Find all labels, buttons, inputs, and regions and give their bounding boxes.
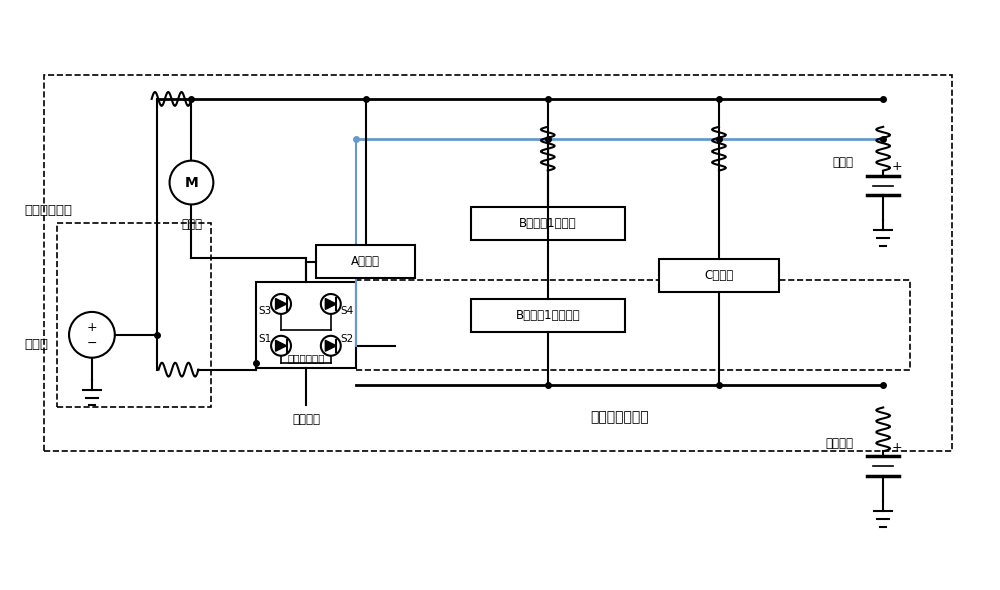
Text: −: − [87, 337, 97, 350]
Bar [356, 280, 910, 370]
Text: 起动机: 起动机 [181, 218, 202, 231]
Polygon shape [325, 340, 336, 351]
Bar [256, 282, 356, 368]
Text: B类负载1（兆余）: B类负载1（兆余） [515, 309, 580, 322]
Text: S1: S1 [258, 334, 272, 344]
Text: C类负载: C类负载 [704, 269, 734, 282]
Text: 兆余电源主回路: 兆余电源主回路 [590, 411, 649, 424]
Text: 发电机: 发电机 [24, 338, 48, 351]
Text: +: + [892, 441, 902, 454]
Polygon shape [276, 299, 287, 309]
Text: S2: S2 [340, 334, 353, 344]
Text: A类负载: A类负载 [351, 255, 380, 268]
Text: S4: S4 [340, 306, 353, 316]
Bar [471, 208, 625, 240]
Text: 主电池: 主电池 [832, 156, 853, 169]
Bar [316, 245, 415, 278]
Text: S3: S3 [258, 306, 272, 316]
Bar [659, 259, 779, 292]
Bar [471, 299, 625, 332]
Text: 主电源主回路: 主电源主回路 [24, 204, 72, 217]
Text: 兆余电池: 兆余电池 [825, 437, 853, 450]
Text: B类负载1（主）: B类负载1（主） [519, 217, 577, 230]
Polygon shape [325, 299, 336, 309]
Bar [44, 75, 952, 451]
Text: +: + [892, 160, 902, 173]
Text: 整车通讯: 整车通讯 [292, 413, 320, 426]
Text: 电源切换模块: 电源切换模块 [287, 353, 325, 363]
Polygon shape [276, 340, 287, 351]
Bar [57, 224, 211, 408]
Text: +: + [87, 322, 97, 335]
Text: M: M [185, 176, 198, 189]
